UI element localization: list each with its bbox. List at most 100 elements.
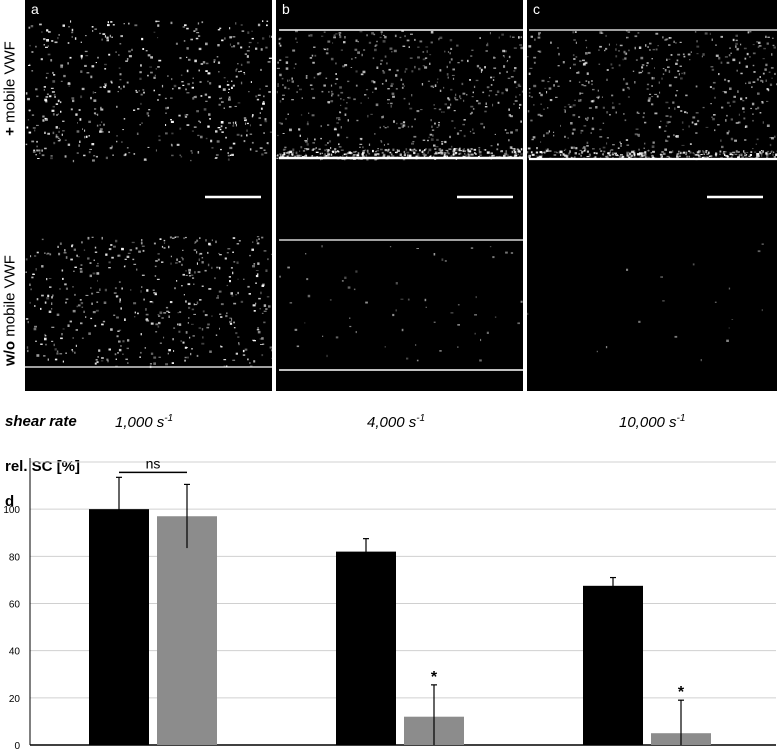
platelet-speck (459, 130, 462, 132)
platelet-speck (155, 149, 157, 152)
platelet-speck (418, 67, 421, 71)
platelet-speck (627, 96, 630, 98)
platelet-speck (51, 308, 53, 310)
platelet-speck (325, 155, 328, 157)
platelet-speck (735, 39, 738, 42)
platelet-speck (759, 152, 761, 155)
platelet-speck (728, 130, 730, 133)
platelet-speck (73, 270, 75, 272)
platelet-speck (416, 110, 420, 113)
platelet-speck (470, 148, 473, 150)
platelet-speck (342, 65, 345, 68)
platelet-speck (47, 132, 50, 135)
platelet-speck (172, 338, 174, 341)
platelet-speck (344, 113, 347, 116)
platelet-speck (588, 154, 591, 157)
platelet-speck (157, 325, 160, 328)
platelet-speck (530, 96, 533, 98)
platelet-speck (583, 150, 586, 152)
platelet-speck (257, 42, 259, 44)
platelet-speck (649, 49, 651, 51)
platelet-speck (268, 57, 272, 59)
platelet-speck (641, 66, 644, 69)
platelet-speck (344, 64, 348, 67)
platelet-speck (449, 135, 451, 139)
platelet-speck (736, 69, 738, 72)
platelet-speck (70, 20, 72, 23)
platelet-speck (382, 115, 384, 118)
platelet-speck (351, 58, 353, 60)
bar-without-mobile-vwf (157, 516, 217, 745)
platelet-speck (100, 131, 104, 133)
platelet-speck (618, 103, 621, 105)
platelet-speck (92, 311, 96, 314)
platelet-speck (654, 93, 658, 95)
platelet-speck (278, 122, 282, 124)
platelet-speck (80, 264, 83, 266)
y-tick-label: 100 (3, 505, 20, 516)
platelet-speck (400, 122, 403, 125)
platelet-speck (184, 356, 187, 359)
platelet-speck (140, 290, 142, 293)
platelet-speck (231, 86, 233, 89)
platelet-speck (46, 93, 49, 96)
platelet-speck (262, 343, 265, 345)
platelet-speck (395, 309, 397, 312)
platelet-speck (638, 46, 642, 49)
platelet-speck (753, 71, 756, 73)
platelet-speck (553, 134, 555, 137)
platelet-speck (564, 106, 567, 108)
platelet-speck (91, 292, 94, 295)
platelet-speck (306, 278, 309, 281)
platelet-speck (728, 54, 731, 57)
platelet-speck (329, 299, 332, 301)
platelet-speck (124, 318, 126, 321)
platelet-speck (238, 240, 241, 242)
platelet-speck (45, 335, 47, 337)
platelet-speck (312, 61, 315, 64)
platelet-speck (112, 154, 114, 156)
platelet-speck (135, 91, 139, 93)
platelet-speck (57, 99, 60, 103)
platelet-speck (765, 79, 767, 82)
platelet-speck (34, 305, 36, 307)
platelet-speck (103, 123, 105, 126)
platelet-speck (59, 242, 62, 245)
platelet-speck (292, 49, 296, 52)
platelet-speck (637, 135, 640, 137)
platelet-speck (52, 294, 54, 297)
platelet-speck (675, 94, 677, 97)
platelet-speck (423, 154, 425, 157)
platelet-speck (313, 76, 316, 79)
platelet-speck (612, 144, 615, 146)
panel-letter-c: c (533, 1, 540, 17)
platelet-speck (231, 295, 234, 297)
platelet-speck (118, 54, 120, 56)
platelet-speck (33, 149, 36, 152)
platelet-speck (243, 72, 246, 75)
platelet-speck (263, 149, 266, 151)
platelet-speck (141, 286, 143, 288)
platelet-speck (390, 153, 393, 156)
platelet-speck (168, 349, 171, 352)
platelet-speck (79, 140, 81, 143)
platelet-speck (33, 327, 37, 331)
platelet-speck (490, 152, 493, 155)
platelet-speck (258, 238, 260, 240)
platelet-speck (463, 134, 466, 138)
platelet-speck (85, 35, 87, 37)
platelet-speck (182, 249, 184, 251)
platelet-speck (609, 150, 611, 153)
platelet-speck (100, 108, 104, 111)
platelet-speck (316, 73, 320, 76)
platelet-speck (44, 333, 46, 337)
platelet-speck (71, 349, 73, 351)
platelet-speck (194, 241, 197, 243)
platelet-speck (470, 55, 473, 57)
platelet-speck (655, 32, 659, 35)
platelet-speck (644, 142, 646, 145)
platelet-speck (421, 151, 424, 153)
platelet-speck (453, 110, 456, 112)
platelet-speck (750, 151, 753, 153)
platelet-speck (754, 151, 757, 153)
